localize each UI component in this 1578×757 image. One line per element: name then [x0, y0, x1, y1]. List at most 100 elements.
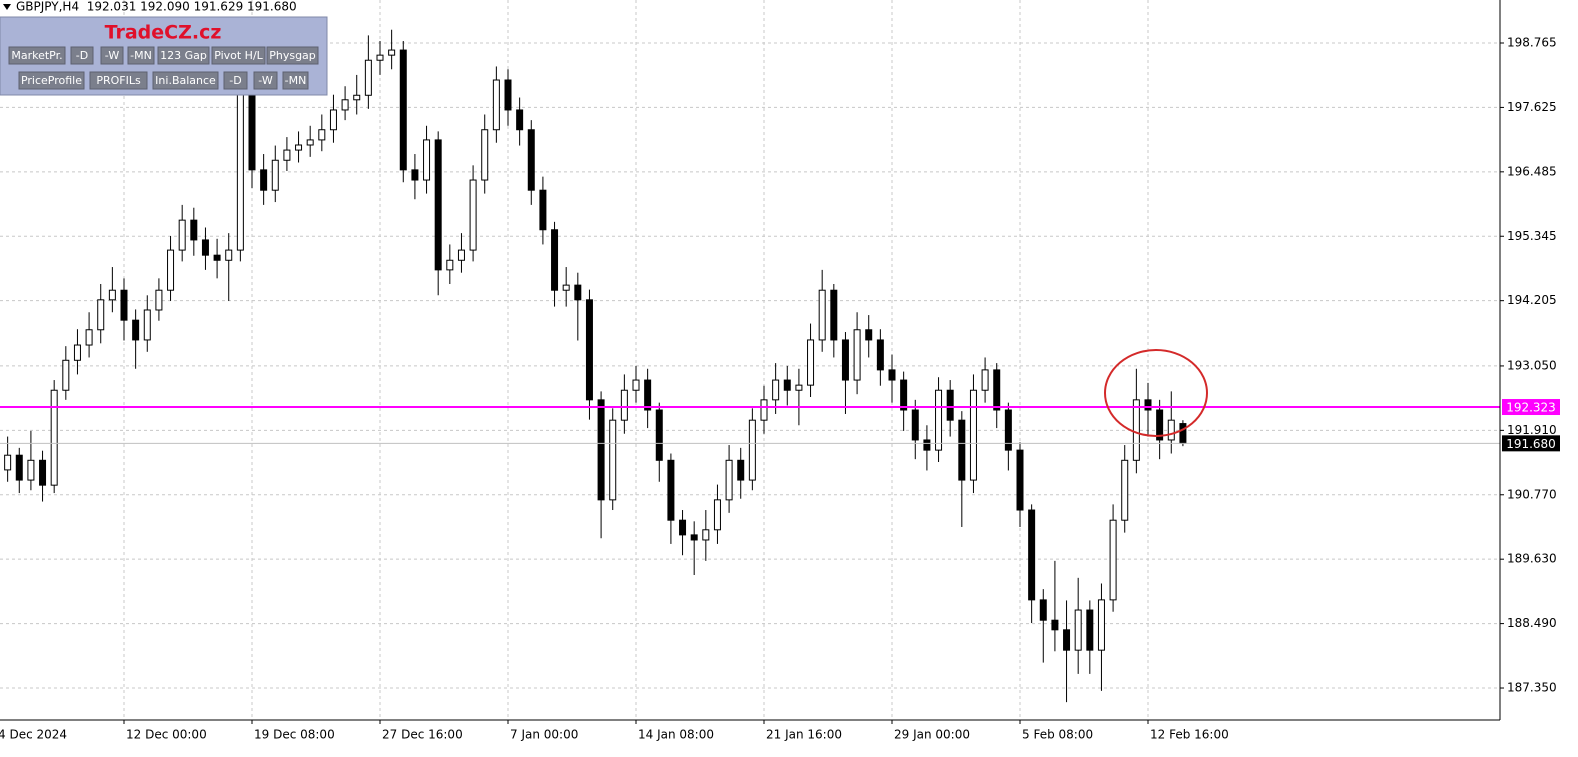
candle-body: [795, 384, 803, 391]
panel-button[interactable]: [253, 71, 278, 90]
panel-button[interactable]: [157, 46, 210, 65]
candle-body: [969, 389, 977, 481]
candle-body: [551, 229, 559, 291]
candle-body: [574, 284, 582, 301]
candle-body: [190, 219, 198, 241]
x-tick-label: 29 Jan 00:00: [894, 728, 970, 742]
level-label: 192.323: [1506, 401, 1556, 415]
menu-triangle[interactable]: [3, 4, 11, 10]
panel-button[interactable]: [18, 71, 85, 90]
candle-body: [353, 94, 361, 101]
panel-button-label[interactable]: 123 Gap: [160, 49, 207, 62]
panel-button[interactable]: [8, 46, 66, 65]
candle-body: [1179, 423, 1187, 444]
panel-button[interactable]: [89, 71, 148, 90]
x-tick-label: 14 Jan 08:00: [638, 728, 714, 742]
panel-button-label[interactable]: -MN: [130, 49, 152, 62]
panel-button-label[interactable]: -D: [229, 74, 241, 87]
last-price-box: [1502, 435, 1560, 452]
candle-body: [341, 99, 349, 111]
candle-body: [1063, 629, 1071, 651]
candle-body: [15, 454, 23, 481]
panel-button[interactable]: [100, 46, 124, 65]
candle-body: [807, 339, 815, 386]
candle-body: [178, 219, 186, 251]
y-tick-label: 190.770: [1507, 487, 1557, 501]
panel-button[interactable]: [266, 46, 319, 65]
candle-body: [318, 129, 326, 141]
candle-body: [446, 259, 454, 271]
panel-button-label[interactable]: -D: [76, 49, 88, 62]
x-tick-label: 4 Dec 2024: [0, 728, 67, 742]
candle-body: [911, 409, 919, 441]
y-tick-label: 196.485: [1507, 164, 1557, 178]
candle-body: [748, 419, 756, 481]
candle-body: [923, 439, 931, 451]
panel-button[interactable]: [282, 71, 309, 90]
candle-body: [539, 189, 547, 231]
panel-title: TradeCZ.cz: [105, 22, 222, 44]
tool-panel: TradeCZ.cz MarketPr. -D -W -MN 123 Gap Pivot …: [0, 16, 328, 96]
y-tick-label: 197.625: [1507, 100, 1557, 114]
candle-body: [737, 459, 745, 481]
candle-body: [457, 249, 465, 261]
candle-body: [667, 459, 675, 521]
candle-body: [760, 399, 768, 421]
candle-body: [62, 359, 70, 391]
panel-button[interactable]: [223, 71, 248, 90]
panel-button[interactable]: [127, 46, 155, 65]
candle-body: [981, 369, 989, 391]
candle-body: [364, 59, 372, 96]
candle-body: [562, 284, 570, 291]
candle-body: [620, 389, 628, 421]
panel-button-label[interactable]: -W: [105, 49, 120, 62]
x-tick-label: 19 Dec 08:00: [254, 728, 335, 742]
candle-body: [97, 299, 105, 331]
candle-body: [469, 179, 477, 251]
candle-body: [783, 379, 791, 391]
panel-button[interactable]: [152, 71, 219, 90]
candle-body: [1051, 619, 1059, 631]
candle-body: [388, 49, 396, 56]
candle-body: [841, 339, 849, 381]
candle-body: [399, 49, 407, 171]
panel-button-label[interactable]: MarketPr.: [11, 49, 62, 62]
candle-body: [644, 379, 652, 411]
panel-button-label[interactable]: -W: [258, 74, 273, 87]
candle-body: [609, 419, 617, 501]
candle-body: [946, 389, 954, 421]
candle-body: [1086, 609, 1094, 651]
x-tick-label: 12 Dec 00:00: [126, 728, 207, 742]
symbol-info: GBPJPY,H4 192.031 192.090 191.629 191.68…: [16, 0, 297, 14]
x-tick-label: 27 Dec 16:00: [382, 728, 463, 742]
y-tick-label: 198.765: [1507, 36, 1557, 50]
candle-body: [853, 329, 861, 381]
candle-body: [132, 319, 140, 341]
candle-body: [1167, 419, 1175, 441]
panel-button-label[interactable]: Ini.Balance: [155, 74, 216, 87]
candle-body: [772, 379, 780, 401]
y-tick-label: 187.350: [1507, 681, 1557, 695]
candle-body: [492, 79, 500, 131]
panel-button[interactable]: [211, 46, 266, 65]
candle-body: [85, 329, 93, 346]
panel-button-label[interactable]: PriceProfile: [21, 74, 82, 87]
level-label-box: [1502, 399, 1560, 416]
candle-body: [306, 139, 314, 146]
panel-button-label[interactable]: Physgap: [269, 49, 316, 62]
candle-body: [248, 89, 256, 171]
panel-button[interactable]: [70, 46, 94, 65]
candle-body: [434, 139, 442, 271]
panel-button-label[interactable]: -MN: [285, 74, 307, 87]
candle-body: [702, 529, 710, 541]
panel-button-label[interactable]: Pivot H/L: [214, 49, 263, 62]
candle-body: [1016, 449, 1024, 511]
candle-body: [376, 54, 384, 61]
x-tick-label: 21 Jan 16:00: [766, 728, 842, 742]
panel-button-label[interactable]: PROFILs: [96, 74, 141, 87]
candle-body: [1028, 509, 1036, 601]
candle-body: [993, 369, 1001, 411]
candle-body: [900, 379, 908, 411]
candle-body: [1156, 409, 1164, 441]
